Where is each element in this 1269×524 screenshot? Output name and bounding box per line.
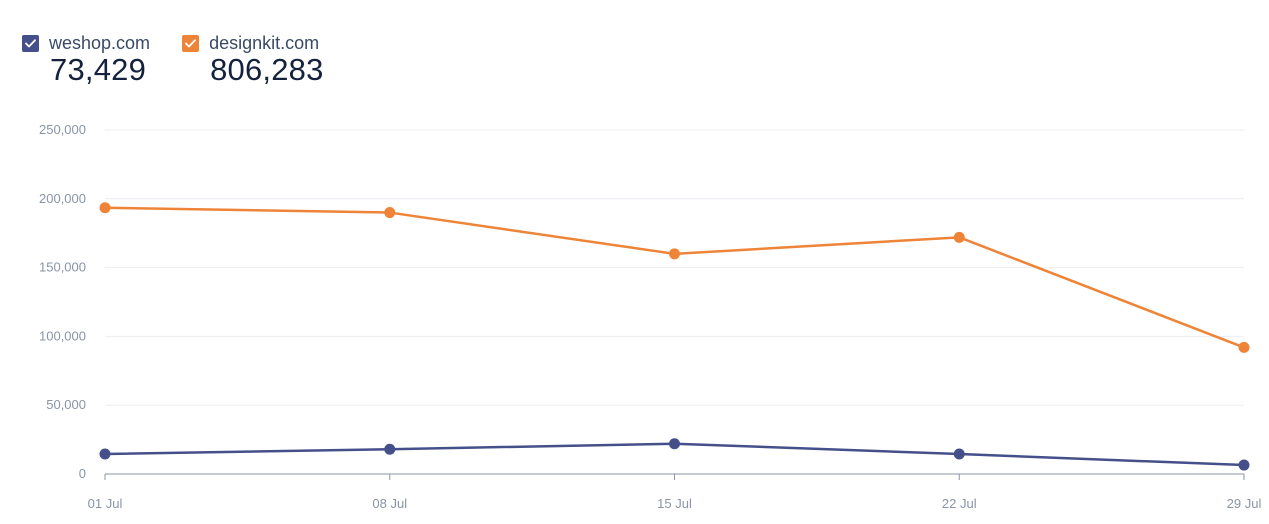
x-tick-label: 08 Jul <box>372 496 407 511</box>
y-tick-label: 0 <box>79 466 86 481</box>
y-tick-label: 150,000 <box>39 260 86 275</box>
legend-label: weshop.com <box>49 33 151 53</box>
data-point <box>953 231 965 243</box>
y-tick-label: 250,000 <box>39 122 86 137</box>
checkbox-checked-icon[interactable] <box>22 34 39 52</box>
legend-item-designkit[interactable]: designkit.com 806,283 <box>182 32 323 86</box>
legend-head-designkit: designkit.com <box>182 32 323 54</box>
data-point <box>99 202 111 214</box>
data-point <box>953 448 965 460</box>
x-tick-label: 22 Jul <box>942 496 977 511</box>
legend-item-weshop[interactable]: weshop.com 73,429 <box>22 32 150 86</box>
legend-label: designkit.com <box>209 33 320 53</box>
data-point <box>669 438 680 450</box>
x-tick-label: 01 Jul <box>88 496 123 511</box>
data-point <box>99 448 111 460</box>
checkbox-checked-icon[interactable] <box>182 34 200 52</box>
data-point <box>384 207 396 219</box>
data-point <box>669 248 680 260</box>
data-point <box>1238 341 1250 353</box>
y-tick-label: 100,000 <box>39 328 86 343</box>
y-tick-label: 50,000 <box>46 397 86 412</box>
series-line <box>104 206 1245 349</box>
data-point <box>1238 459 1250 471</box>
legend-total: 806,283 <box>210 52 324 87</box>
legend-total: 73,429 <box>50 52 147 87</box>
data-point <box>384 443 396 455</box>
x-tick-label: 15 Jul <box>657 496 692 511</box>
legend: weshop.com 73,429 designkit.com 806,283 <box>22 32 324 86</box>
legend-head-weshop: weshop.com <box>22 32 150 54</box>
y-tick-label: 200,000 <box>39 191 86 206</box>
x-tick-label: 29 Jul <box>1227 496 1262 511</box>
